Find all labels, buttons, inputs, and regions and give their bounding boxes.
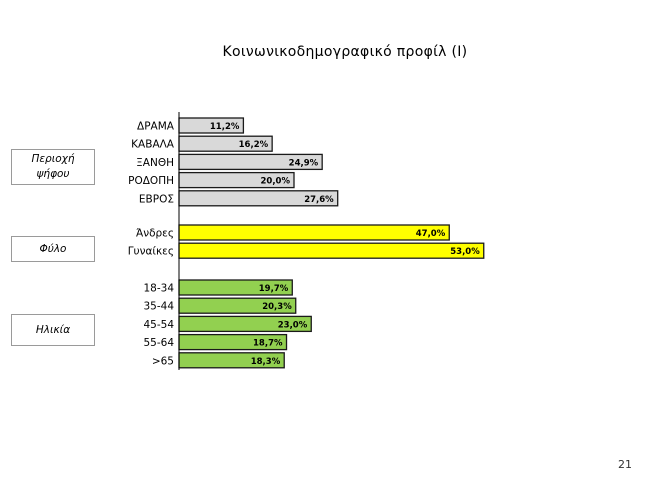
value-label: 23,0% [278, 320, 308, 330]
value-label: 27,6% [304, 195, 334, 205]
slide-title: Κοινωνικοδημογραφικό προφίλ (Ι) [222, 44, 468, 60]
value-label: 20,3% [262, 302, 292, 312]
category-label: 18-34 [143, 283, 174, 295]
bar [178, 242, 485, 259]
value-label: 47,0% [416, 229, 446, 239]
category-label: ΚΑΒΑΛΑ [131, 139, 175, 151]
page-number: 21 [618, 458, 632, 471]
bar [178, 224, 450, 241]
category-label: ΞΑΝΘΗ [136, 157, 174, 169]
category-label: ΔΡΑΜΑ [137, 121, 175, 133]
group-box-age: Ηλικία [11, 314, 95, 346]
category-label: >65 [152, 355, 174, 367]
value-label: 16,2% [239, 140, 269, 150]
category-label: Άνδρες [136, 228, 174, 240]
group-label-region: Περιοχή ψήφου [31, 153, 75, 180]
category-label: Γυναίκες [128, 246, 174, 258]
category-label: 55-64 [143, 337, 174, 349]
group-box-region: Περιοχή ψήφου [11, 149, 95, 185]
value-label: 19,7% [259, 284, 289, 294]
value-label: 18,7% [253, 339, 283, 349]
value-label: 20,0% [261, 177, 291, 187]
group-label-gender: Φύλο [39, 242, 67, 255]
category-label: ΕΒΡΟΣ [139, 193, 174, 205]
value-label: 11,2% [210, 122, 240, 132]
value-label: 18,3% [251, 357, 281, 367]
group-label-age: Ηλικία [35, 323, 71, 336]
value-label: 53,0% [450, 247, 480, 257]
value-label: 24,9% [289, 158, 319, 168]
category-label: ΡΟΔΟΠΗ [128, 175, 174, 187]
category-label: 45-54 [143, 319, 174, 331]
category-label: 35-44 [143, 301, 174, 313]
group-box-gender: Φύλο [11, 236, 95, 262]
